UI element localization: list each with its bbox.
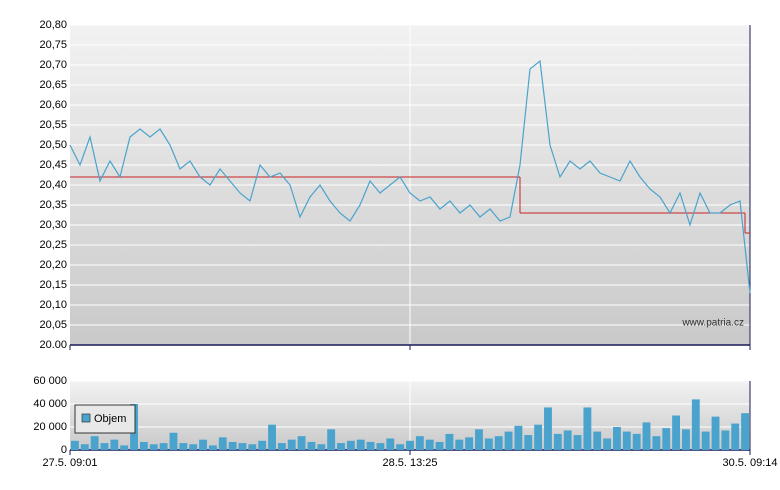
volume-bar xyxy=(307,441,316,450)
y-tick-label: 20,40 xyxy=(39,179,67,191)
volume-bar xyxy=(386,438,395,450)
y-tick-label: 0 xyxy=(61,444,67,456)
volume-bar xyxy=(701,431,710,450)
y-tick-label: 20,55 xyxy=(39,119,67,131)
volume-bar xyxy=(662,428,671,450)
volume-bar xyxy=(287,439,296,450)
volume-bar xyxy=(455,439,464,450)
volume-bar xyxy=(139,441,148,450)
volume-bar xyxy=(356,439,365,450)
y-tick-label: 20,70 xyxy=(39,59,67,71)
y-tick-label: 20.00 xyxy=(39,339,67,351)
y-tick-label: 20 000 xyxy=(33,421,67,433)
volume-bar xyxy=(553,433,562,450)
volume-bar xyxy=(573,435,582,450)
volume-bar xyxy=(425,439,434,450)
volume-bar xyxy=(297,436,306,450)
volume-bar xyxy=(642,422,651,450)
price-line xyxy=(69,59,751,294)
volume-bar xyxy=(563,430,572,450)
volume-bar xyxy=(544,407,552,450)
volume-bar xyxy=(337,443,345,450)
volume-bar xyxy=(652,436,661,450)
volume-bar xyxy=(71,440,79,450)
y-tick-label: 20,65 xyxy=(39,79,67,91)
y-tick-label: 20,25 xyxy=(39,239,67,251)
x-tick-label: 30.5. 09:14 xyxy=(722,457,777,469)
volume-bar xyxy=(691,399,700,450)
legend-label: Objem xyxy=(94,413,126,425)
volume-bar xyxy=(475,429,483,450)
volume-bar xyxy=(169,432,178,450)
volume-bar xyxy=(208,445,217,450)
volume-bar xyxy=(711,416,720,450)
volume-bar xyxy=(179,443,188,450)
volume-bar xyxy=(248,444,257,450)
y-tick-label: 20,30 xyxy=(39,219,67,231)
volume-bar xyxy=(494,436,503,450)
volume-bar xyxy=(199,439,207,450)
volume-bar xyxy=(189,444,198,450)
y-tick-label: 20,05 xyxy=(39,319,67,331)
volume-bar xyxy=(731,423,740,450)
x-tick-label: 27.5. 09:01 xyxy=(42,457,97,469)
volume-bar xyxy=(741,413,749,450)
volume-bar xyxy=(603,438,612,450)
volume-bar xyxy=(366,441,375,450)
volume-bar xyxy=(435,441,444,450)
y-tick-label: 20,45 xyxy=(39,159,67,171)
volume-bar xyxy=(228,441,237,450)
volume-bar xyxy=(445,433,454,450)
volume-bar xyxy=(376,443,385,450)
volume-bar xyxy=(613,427,621,450)
y-tick-label: 20,15 xyxy=(39,279,67,291)
volume-bar xyxy=(120,445,129,450)
volume-bar xyxy=(90,436,99,450)
volume-bar xyxy=(327,429,336,450)
volume-bar xyxy=(317,444,326,450)
volume-bar xyxy=(484,438,493,450)
volume-bar xyxy=(159,443,168,450)
volume-bar xyxy=(268,424,276,450)
volume-bar xyxy=(504,431,513,450)
volume-bar xyxy=(524,435,533,450)
y-tick-label: 20,80 xyxy=(39,19,67,31)
y-tick-label: 20,10 xyxy=(39,299,67,311)
volume-bar xyxy=(396,444,405,450)
volume-bar xyxy=(218,437,227,450)
volume-bar xyxy=(583,407,592,450)
volume-bar xyxy=(238,443,247,450)
volume-bar xyxy=(110,439,119,450)
volume-bar xyxy=(593,431,602,450)
volume-bar xyxy=(415,436,424,450)
x-tick-label: 28.5. 13:25 xyxy=(382,457,437,469)
y-tick-label: 20,20 xyxy=(39,259,67,271)
y-tick-label: 20,50 xyxy=(39,139,67,151)
volume-bar xyxy=(514,425,523,450)
legend: Objem xyxy=(74,404,136,434)
volume-bar xyxy=(100,443,109,450)
volume-bar xyxy=(721,430,730,450)
y-tick-label: 60 000 xyxy=(33,375,67,387)
y-tick-label: 20,75 xyxy=(39,39,67,51)
volume-bar xyxy=(682,429,690,450)
volume-bar xyxy=(465,437,474,450)
y-tick-label: 20,35 xyxy=(39,199,67,211)
y-tick-label: 40 000 xyxy=(33,398,67,410)
watermark: www.patria.cz xyxy=(681,318,744,329)
y-tick-label: 20,60 xyxy=(39,99,67,111)
volume-bar xyxy=(406,440,414,450)
volume-bar xyxy=(346,440,355,450)
volume-bar xyxy=(622,431,631,450)
volume-bar xyxy=(632,433,641,450)
volume-bar xyxy=(277,443,286,450)
legend-swatch xyxy=(81,413,91,423)
volume-bar xyxy=(149,444,158,450)
volume-bar xyxy=(258,440,267,450)
volume-bar xyxy=(672,415,681,450)
volume-bar xyxy=(80,444,89,450)
volume-bar xyxy=(534,424,543,450)
